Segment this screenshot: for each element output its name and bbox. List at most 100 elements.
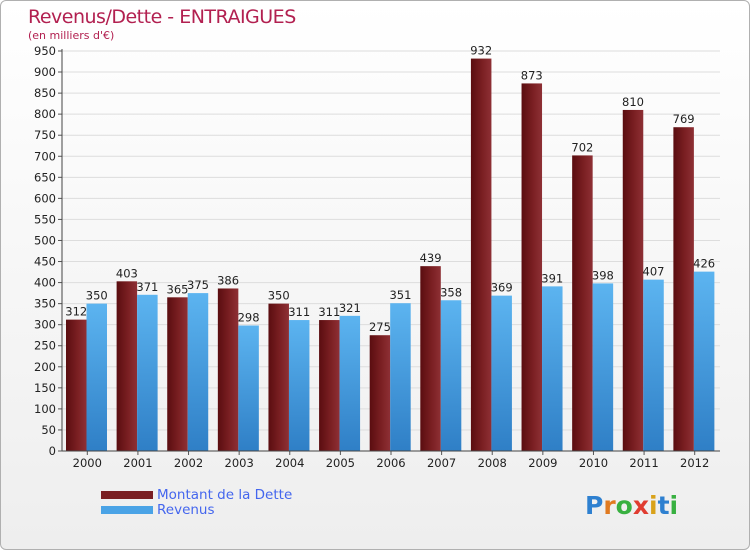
- bar-revenue: [187, 293, 209, 451]
- x-tick-label: 2001: [123, 456, 152, 470]
- x-tick-label: 2009: [528, 456, 557, 470]
- data-label-debt: 386: [217, 273, 239, 287]
- x-tick-label: 2003: [225, 456, 254, 470]
- data-label-debt: 312: [65, 305, 87, 319]
- chart-title: Revenus/Dette - ENTRAIGUES: [28, 6, 296, 28]
- y-tick-label: 500: [34, 233, 56, 247]
- legend-swatch-revenue: [101, 505, 153, 514]
- x-tick-label: 2004: [275, 456, 304, 470]
- y-tick-label: 250: [34, 339, 56, 353]
- y-tick-label: 450: [34, 255, 56, 269]
- logo-letter: r: [603, 491, 616, 520]
- data-label-debt: 439: [420, 251, 442, 265]
- chart-subtitle: (en milliers d'€): [28, 29, 115, 42]
- logo-letter: x: [632, 491, 649, 520]
- proxiti-logo: Proxiti: [585, 491, 678, 520]
- y-tick-label: 900: [34, 65, 56, 79]
- bar-debt: [470, 58, 492, 451]
- legend: Montant de la Dette Revenus: [101, 486, 293, 518]
- bar-revenue: [288, 320, 310, 451]
- y-tick-label: 800: [34, 107, 56, 121]
- bar-debt: [369, 335, 391, 451]
- y-tick-label: 400: [34, 276, 56, 290]
- y-tick-label: 600: [34, 191, 56, 205]
- bar-revenue: [440, 300, 462, 451]
- data-label-debt: 275: [369, 320, 391, 334]
- bar-revenue: [137, 294, 158, 451]
- data-label-debt: 350: [268, 289, 290, 303]
- legend-label-revenue: Revenus: [157, 501, 215, 518]
- x-tick-label: 2010: [579, 456, 608, 470]
- x-tick-label: 2012: [680, 456, 709, 470]
- data-label-revenue: 391: [541, 271, 563, 285]
- bar-revenue: [592, 283, 614, 451]
- data-label-revenue: 407: [643, 265, 665, 279]
- data-label-debt: 365: [167, 282, 189, 296]
- bar-revenue: [542, 286, 563, 451]
- y-tick-label: 750: [34, 128, 56, 142]
- x-tick-label: 2005: [326, 456, 355, 470]
- y-tick-label: 700: [34, 149, 56, 163]
- bar-revenue: [693, 271, 715, 451]
- bar-revenue: [339, 315, 361, 451]
- bar-debt: [572, 155, 593, 451]
- bar-revenue: [390, 303, 411, 451]
- y-tick-label: 950: [34, 44, 56, 58]
- data-label-debt: 769: [673, 112, 695, 126]
- y-tick-label: 300: [34, 318, 56, 332]
- data-label-debt: 932: [470, 44, 492, 58]
- data-label-revenue: 375: [187, 278, 209, 292]
- y-tick-label: 850: [34, 86, 56, 100]
- data-label-revenue: 311: [288, 305, 310, 319]
- legend-item-debt: Montant de la Dette: [101, 486, 293, 503]
- data-label-revenue: 426: [693, 257, 715, 271]
- x-tick-label: 2007: [427, 456, 456, 470]
- data-label-revenue: 369: [491, 281, 513, 295]
- legend-item-revenue: Revenus: [101, 501, 292, 518]
- legend-label-debt: Montant de la Dette: [157, 486, 293, 503]
- bar-revenue: [643, 279, 664, 451]
- data-label-debt: 403: [116, 266, 138, 280]
- logo-letter: t: [657, 491, 670, 520]
- data-label-debt: 311: [318, 305, 340, 319]
- logo-letter: i: [649, 491, 658, 520]
- bar-debt: [420, 266, 441, 451]
- bar-debt: [116, 281, 138, 451]
- bar-debt: [66, 319, 87, 451]
- bar-debt: [217, 288, 239, 451]
- data-label-revenue: 298: [238, 311, 260, 325]
- x-tick-label: 2006: [376, 456, 405, 470]
- y-tick-label: 350: [34, 297, 56, 311]
- data-label-revenue: 371: [136, 280, 158, 294]
- bar-revenue: [86, 303, 107, 451]
- y-tick-label: 150: [34, 381, 56, 395]
- data-label-debt: 810: [622, 95, 644, 109]
- bar-debt: [521, 83, 543, 451]
- data-label-revenue: 398: [592, 268, 614, 282]
- x-tick-label: 2000: [73, 456, 102, 470]
- x-tick-label: 2011: [629, 456, 658, 470]
- y-tick-label: 550: [34, 212, 56, 226]
- y-tick-label: 50: [41, 423, 56, 437]
- x-tick-label: 2002: [174, 456, 203, 470]
- logo-letter: P: [585, 491, 604, 520]
- data-label-revenue: 351: [389, 288, 411, 302]
- data-label-debt: 873: [521, 68, 543, 82]
- bar-revenue: [238, 325, 259, 451]
- data-label-debt: 702: [571, 140, 593, 154]
- bar-revenue: [491, 295, 512, 451]
- bar-debt: [268, 303, 289, 451]
- bar-debt: [673, 127, 694, 452]
- x-tick-label: 2008: [478, 456, 507, 470]
- y-tick-label: 0: [49, 444, 56, 458]
- legend-swatch-debt: [101, 490, 153, 499]
- data-label-revenue: 350: [86, 289, 108, 303]
- bar-debt: [319, 320, 340, 451]
- bar-debt: [167, 297, 188, 451]
- bar-debt: [622, 109, 644, 452]
- y-tick-label: 650: [34, 170, 56, 184]
- data-label-revenue: 358: [440, 285, 462, 299]
- y-tick-label: 100: [34, 402, 56, 416]
